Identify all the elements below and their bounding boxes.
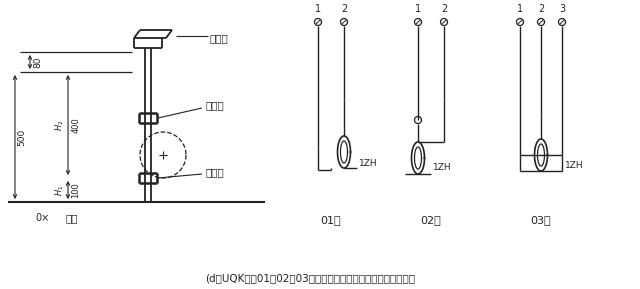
Text: 接线盒: 接线盒 [210, 33, 228, 43]
Text: 100: 100 [72, 182, 81, 198]
Text: 下挡圈: 下挡圈 [205, 167, 224, 177]
Text: 1ZH: 1ZH [565, 160, 584, 170]
Text: 03型: 03型 [531, 215, 551, 225]
Text: 2: 2 [441, 4, 447, 14]
Text: 400: 400 [72, 117, 81, 133]
Text: 1: 1 [517, 4, 523, 14]
Text: 3: 3 [559, 4, 565, 14]
Text: 1ZH: 1ZH [359, 160, 378, 168]
Text: (d）UQK型（01、02、03）浮球液位变送器外形结构及触点形式: (d）UQK型（01、02、03）浮球液位变送器外形结构及触点形式 [205, 273, 415, 283]
Text: 80: 80 [33, 56, 42, 68]
Text: 02型: 02型 [420, 215, 442, 225]
Text: $H_2$: $H_2$ [54, 119, 67, 131]
Text: 2: 2 [341, 4, 347, 14]
Text: 1: 1 [315, 4, 321, 14]
Text: 1ZH: 1ZH [433, 164, 452, 173]
Text: 外形: 外形 [65, 213, 77, 223]
Text: 2: 2 [538, 4, 544, 14]
Text: 0×: 0× [35, 213, 49, 223]
Text: 上挡圈: 上挡圈 [205, 100, 224, 110]
Text: $H_1$: $H_1$ [54, 184, 67, 196]
Text: 01型: 01型 [321, 215, 341, 225]
Text: 1: 1 [415, 4, 421, 14]
Text: 500: 500 [17, 128, 26, 146]
